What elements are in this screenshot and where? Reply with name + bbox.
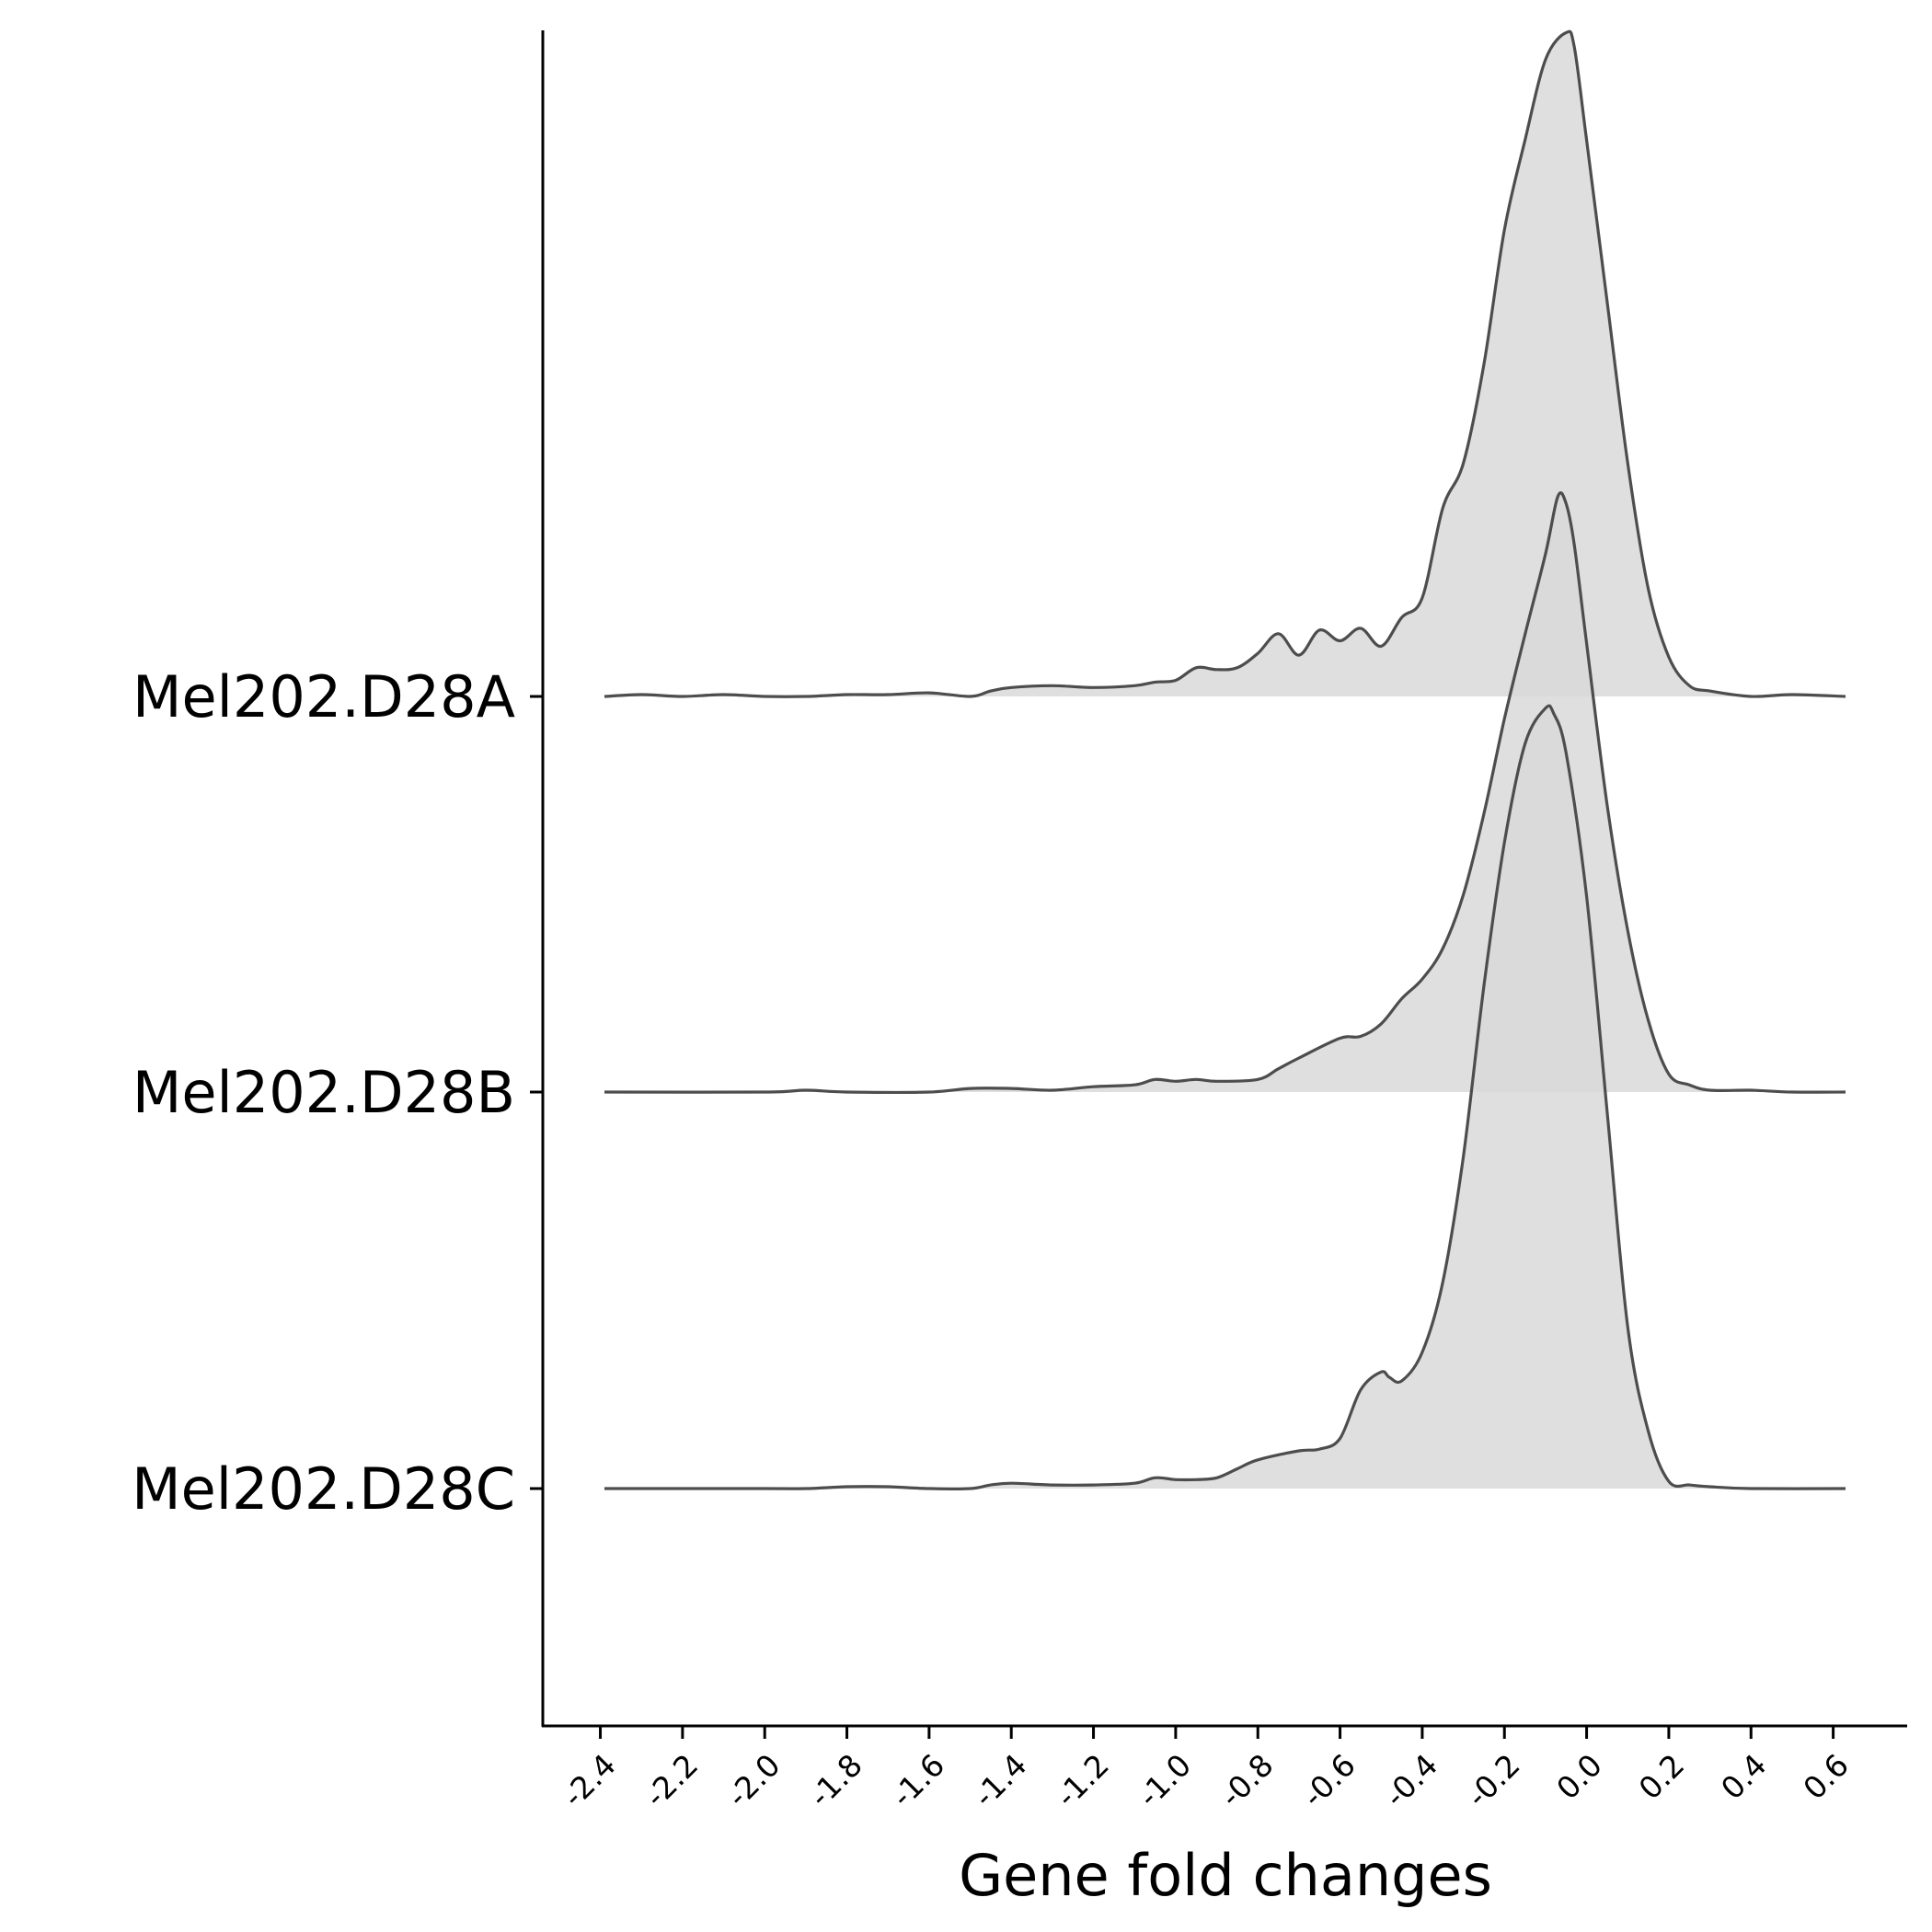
ridges-layer	[604, 29, 1846, 1490]
y-axis-ticks: Mel202.D28A Mel202.D28B Mel202.D28C	[132, 663, 543, 1523]
ridge-fill-Mel202.D28B	[604, 492, 1846, 1093]
ridge-line-Mel202.D28C	[604, 704, 1846, 1490]
x-tick-label: -1.4	[966, 1747, 1033, 1814]
ridge-line-Mel202.D28A	[604, 29, 1846, 698]
ridge-fill-Mel202.D28A	[604, 31, 1846, 697]
x-axis-title: Gene fold changes	[959, 1842, 1492, 1909]
x-tick-label: -0.8	[1213, 1747, 1281, 1814]
x-tick-label: -0.4	[1377, 1747, 1444, 1814]
x-tick-label: -1.0	[1131, 1747, 1198, 1814]
x-tick-label: -2.2	[638, 1747, 705, 1814]
x-axis-ticks: -2.4 -2.2 -2.0 -1.8 -1.6 -1.4 -1.2 -1.0 -0.8 -0.6…	[556, 1726, 1856, 1814]
x-tick-label: 0.4	[1714, 1747, 1774, 1807]
y-tick-label: Mel202.D28B	[132, 1059, 515, 1126]
ridge-line-Mel202.D28B	[604, 491, 1846, 1094]
y-tick-label: Mel202.D28C	[132, 1455, 515, 1523]
x-tick-label: -0.2	[1460, 1747, 1527, 1814]
x-tick-label: -1.2	[1049, 1747, 1116, 1814]
x-tick-label: -1.8	[802, 1747, 869, 1814]
x-tick-label: -2.4	[556, 1747, 623, 1814]
x-tick-label: -2.0	[719, 1747, 787, 1814]
ridge-fill-Mel202.D28C	[604, 706, 1846, 1489]
x-tick-label: -1.6	[884, 1747, 951, 1814]
x-tick-label: -0.6	[1295, 1747, 1363, 1814]
x-tick-label: 0.2	[1632, 1747, 1692, 1807]
y-tick-label: Mel202.D28A	[132, 663, 515, 730]
x-tick-label: 0.0	[1549, 1747, 1609, 1807]
x-tick-label: 0.6	[1796, 1747, 1856, 1807]
